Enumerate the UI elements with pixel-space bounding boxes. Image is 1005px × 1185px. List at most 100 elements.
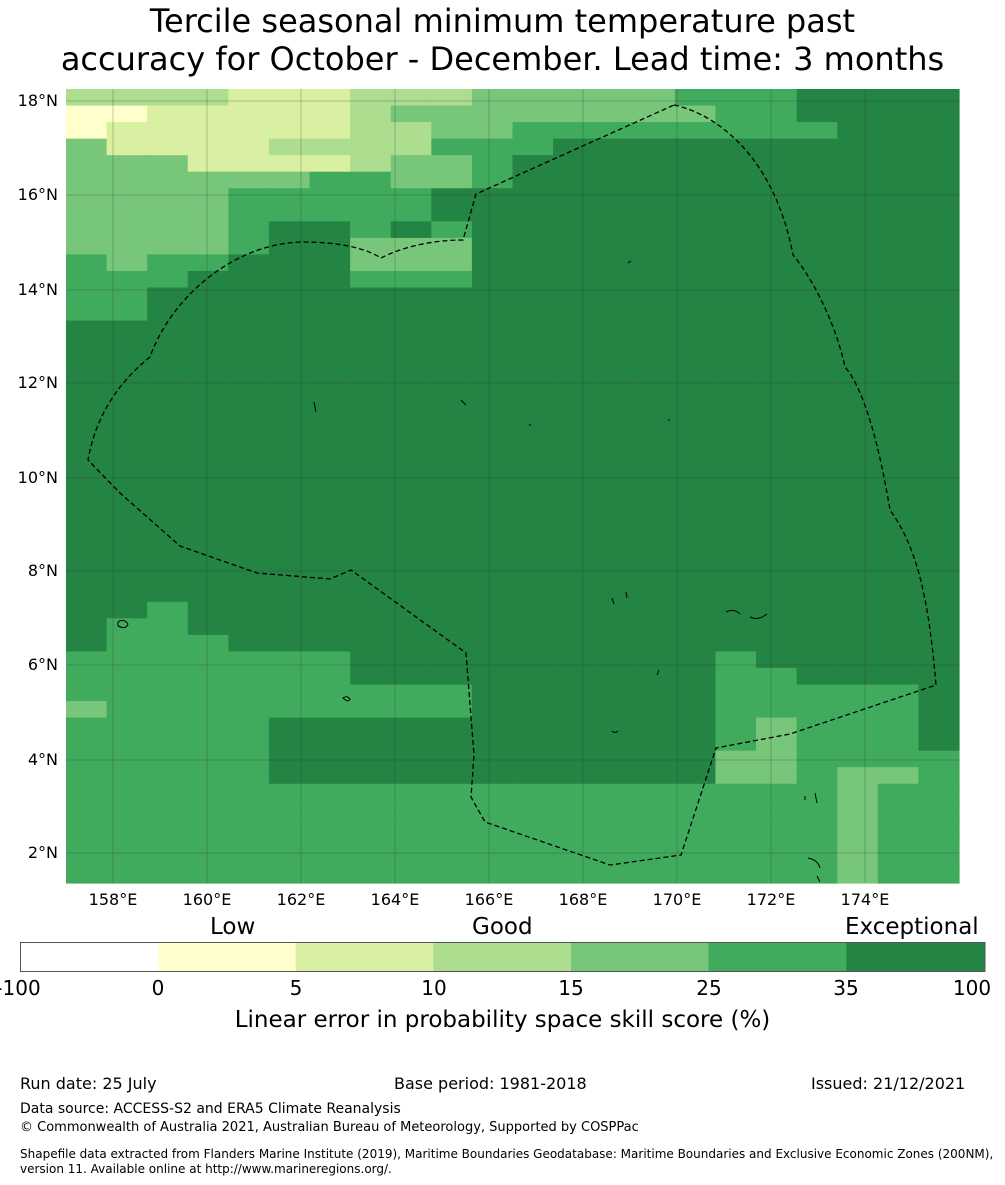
skill-cell — [593, 717, 635, 735]
skill-cell — [553, 833, 595, 851]
skill-cell — [553, 386, 595, 404]
skill-cell — [593, 452, 635, 471]
skill-cell — [106, 486, 148, 504]
skill-cell — [715, 122, 757, 140]
skill-cell — [268, 105, 311, 123]
skill-cell — [674, 270, 717, 289]
skill-cell — [837, 452, 879, 471]
skill-cell — [512, 701, 554, 719]
skill-cell — [147, 816, 189, 834]
skill-cell — [918, 287, 960, 305]
skill-cell — [796, 833, 838, 851]
skill-cell — [512, 502, 554, 520]
skill-cell — [309, 601, 351, 619]
skill-cell — [553, 849, 595, 868]
skill-cell — [268, 419, 311, 437]
skill-cell — [228, 89, 270, 107]
skill-cell — [106, 436, 148, 454]
skill-cell — [715, 436, 757, 454]
skill-cell — [553, 155, 595, 173]
skill-cell — [106, 270, 148, 289]
skill-cell — [471, 419, 514, 437]
skill-cell — [350, 866, 392, 884]
skill-cell — [228, 601, 270, 619]
skill-cell — [756, 304, 798, 322]
skill-cell — [106, 419, 148, 437]
island-outline — [804, 792, 821, 883]
skill-cell — [553, 750, 595, 768]
colorbar-bin-0 — [20, 942, 159, 972]
skill-cell — [431, 155, 473, 173]
skill-cell — [268, 585, 311, 603]
skill-cell — [228, 204, 270, 222]
skill-cell — [66, 634, 108, 653]
skill-cell — [715, 89, 757, 107]
skill-cell — [715, 204, 757, 222]
skill-cell — [106, 734, 148, 752]
skill-cell — [553, 717, 595, 735]
skill-cell — [512, 568, 554, 586]
skill-cell — [756, 287, 798, 305]
skill-cell — [715, 651, 757, 669]
skill-cell — [593, 320, 635, 338]
skill-cell — [837, 287, 879, 305]
skill-cell — [796, 105, 838, 123]
skill-cell — [796, 221, 838, 239]
skill-cell — [512, 287, 554, 305]
skill-cell — [877, 320, 920, 338]
skill-cell — [350, 667, 392, 686]
skill-cell — [106, 452, 148, 471]
skill-cell — [918, 155, 960, 173]
skill-cell — [837, 221, 879, 239]
lat-label: 6°N — [27, 655, 58, 674]
skill-cell — [106, 386, 148, 404]
skill-cell — [553, 353, 595, 371]
skill-cell — [350, 684, 392, 702]
skill-cell — [309, 320, 351, 338]
skill-cell — [877, 750, 920, 768]
skill-cell — [877, 568, 920, 586]
skill-cell — [309, 833, 351, 851]
skill-cell — [66, 849, 108, 868]
skill-cell — [147, 849, 189, 868]
skill-cell — [268, 717, 311, 735]
chart-title: Tercile seasonal minimum temperature pas… — [0, 2, 1005, 78]
skill-cell — [674, 171, 717, 189]
skill-cell — [471, 519, 514, 537]
skill-cell — [268, 386, 311, 404]
lat-label: 4°N — [27, 750, 58, 769]
skill-cell — [106, 287, 148, 305]
skill-cell — [634, 287, 676, 305]
skill-cell — [756, 701, 798, 719]
skill-cell — [837, 486, 879, 504]
skill-cell — [390, 171, 432, 189]
skill-cell — [918, 188, 960, 206]
skill-cell — [390, 320, 432, 338]
skill-cell — [715, 270, 757, 289]
skill-cell — [228, 800, 270, 818]
skill-cell — [918, 254, 960, 272]
skill-cell — [390, 734, 432, 752]
skill-cell — [66, 618, 108, 636]
skill-cell — [228, 452, 270, 471]
skill-cell — [350, 816, 392, 834]
skill-cell — [674, 651, 717, 669]
skill-cell — [756, 237, 798, 256]
skill-cell — [553, 734, 595, 752]
skill-cell — [431, 89, 473, 107]
skill-cell — [634, 122, 676, 140]
lon-label: 162°E — [276, 890, 326, 909]
skill-cell — [106, 750, 148, 768]
skill-cell — [512, 171, 554, 189]
skill-cell — [66, 254, 108, 272]
skill-cell — [431, 519, 473, 537]
skill-cell — [715, 188, 757, 206]
skill-cell — [715, 237, 757, 256]
skill-cell — [228, 849, 270, 868]
skill-cell — [553, 486, 595, 504]
skill-cell — [431, 849, 473, 868]
skill-cell — [553, 105, 595, 123]
skill-cell — [431, 403, 473, 421]
skill-cell — [877, 651, 920, 669]
skill-cell — [350, 204, 392, 222]
